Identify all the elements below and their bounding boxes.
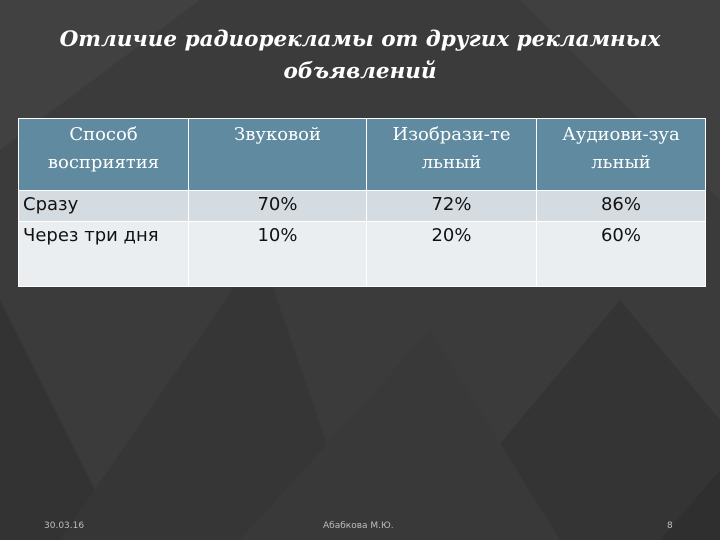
cell-value: 72% (366, 190, 537, 222)
table-header-row: Способ восприятия Звуковой Изобрази-те л… (18, 118, 706, 191)
footer-author: Абабкова М.Ю. (323, 521, 394, 531)
comparison-table: Способ восприятия Звуковой Изобрази-те л… (18, 118, 706, 287)
header-cell-audio: Звуковой (188, 118, 367, 191)
cell-value: 70% (188, 190, 367, 222)
slide-title: Отличие радиорекламы от других рекламных… (59, 27, 661, 84)
cell-value: 20% (366, 221, 537, 287)
table-row: Через три дня 10% 20% 60% (18, 221, 706, 287)
cell-value: 60% (536, 221, 706, 287)
row-label-three-days: Через три дня (18, 221, 189, 287)
row-label-immediately: Сразу (18, 190, 189, 222)
footer-date: 30.03.16 (44, 521, 85, 531)
header-cell-perception: Способ восприятия (18, 118, 189, 191)
footer-page-number: 8 (667, 521, 673, 531)
header-cell-audiovisual: Аудиови-зуа льный (536, 118, 706, 191)
table-row: Сразу 70% 72% 86% (18, 190, 706, 222)
cell-value: 10% (188, 221, 367, 287)
header-cell-visual: Изобрази-те льный (366, 118, 537, 191)
cell-value: 86% (536, 190, 706, 222)
